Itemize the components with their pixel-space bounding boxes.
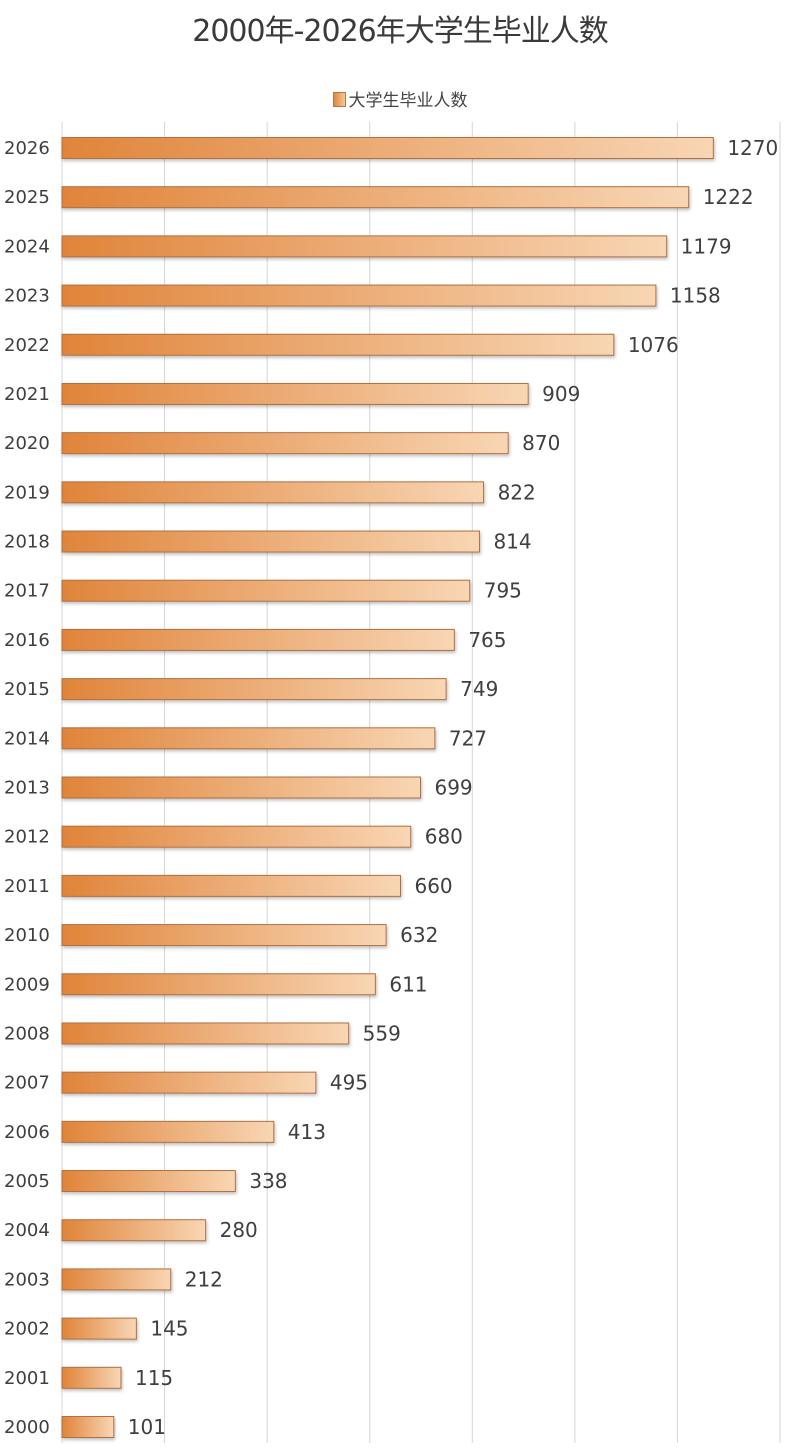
data-label: 632 <box>400 923 438 947</box>
y-tick-label: 2018 <box>4 532 50 553</box>
data-label: 699 <box>434 776 472 800</box>
legend: 大学生毕业人数 <box>0 86 800 111</box>
bar-2020 <box>61 432 509 455</box>
data-label: 1222 <box>703 185 754 209</box>
bar-2012 <box>61 825 412 848</box>
bar-2019 <box>61 481 485 504</box>
bar-2026 <box>61 137 714 159</box>
y-tick-label: 2009 <box>4 974 50 995</box>
bar-2013 <box>61 776 421 799</box>
data-label: 1270 <box>727 136 778 160</box>
data-label: 145 <box>150 1317 188 1341</box>
chart-title: 2000年-2026年大学生毕业人数 <box>192 14 609 49</box>
data-label: 680 <box>425 825 463 849</box>
y-tick-label: 2015 <box>4 679 50 700</box>
y-tick-label: 2016 <box>4 630 50 651</box>
y-tick-label: 2026 <box>4 138 50 159</box>
data-label: 101 <box>128 1415 166 1439</box>
y-tick-label: 2012 <box>4 827 50 848</box>
y-tick-label: 2004 <box>4 1220 50 1241</box>
bar-2010 <box>61 924 387 947</box>
data-label: 749 <box>460 677 498 701</box>
bar-2016 <box>61 628 455 651</box>
y-tick-label: 2007 <box>4 1073 50 1094</box>
data-label: 1158 <box>670 284 721 308</box>
data-label: 795 <box>484 579 522 603</box>
y-tick-label: 2024 <box>4 236 50 257</box>
bar-2017 <box>61 579 471 602</box>
y-tick-label: 2000 <box>4 1417 50 1438</box>
data-label: 727 <box>449 726 487 750</box>
y-tick-label: 2023 <box>4 286 50 307</box>
y-tick-label: 2005 <box>4 1171 50 1192</box>
y-tick-label: 2008 <box>4 1023 50 1044</box>
y-tick-label: 2025 <box>4 187 50 208</box>
y-tick-label: 2002 <box>4 1319 50 1340</box>
data-label: 909 <box>542 382 580 406</box>
bar-2000 <box>61 1416 115 1438</box>
bar-2023 <box>61 284 657 307</box>
data-label: 280 <box>220 1218 258 1242</box>
bar-2007 <box>61 1071 317 1094</box>
data-label: 822 <box>498 480 536 504</box>
y-tick-label: 2011 <box>4 876 50 897</box>
y-tick-label: 2019 <box>4 482 50 503</box>
bar-2025 <box>61 186 690 209</box>
bar-2024 <box>61 235 668 258</box>
data-label: 765 <box>468 628 506 652</box>
bar-2009 <box>61 973 376 996</box>
data-label: 559 <box>363 1021 401 1045</box>
bar-2002 <box>61 1317 137 1340</box>
y-tick-label: 2017 <box>4 581 50 602</box>
y-tick-label: 2006 <box>4 1122 50 1143</box>
data-label: 338 <box>249 1169 287 1193</box>
y-tick-label: 2010 <box>4 925 50 946</box>
bar-2014 <box>61 727 436 750</box>
bar-2011 <box>61 874 401 897</box>
y-tick-label: 2003 <box>4 1269 50 1290</box>
data-label: 870 <box>522 431 560 455</box>
data-label: 814 <box>493 530 531 554</box>
y-tick-label: 2001 <box>4 1368 50 1389</box>
bar-2015 <box>61 678 447 701</box>
bar-2004 <box>61 1219 207 1242</box>
data-label: 611 <box>389 972 427 996</box>
bar-2001 <box>61 1366 122 1389</box>
bar-2003 <box>61 1268 172 1291</box>
legend-swatch <box>332 92 346 107</box>
y-tick-label: 2020 <box>4 433 50 454</box>
y-tick-label: 2021 <box>4 384 50 405</box>
legend-label: 大学生毕业人数 <box>348 91 468 111</box>
data-label: 1179 <box>681 234 732 258</box>
y-tick-label: 2013 <box>4 778 50 799</box>
bar-2005 <box>61 1170 236 1193</box>
bar-2022 <box>61 333 615 356</box>
data-label: 115 <box>135 1366 173 1390</box>
bar-2006 <box>61 1120 275 1143</box>
data-label: 212 <box>185 1267 223 1291</box>
data-label: 413 <box>288 1120 326 1144</box>
data-label: 495 <box>330 1071 368 1095</box>
bar-2008 <box>61 1022 350 1045</box>
data-label: 1076 <box>628 333 679 357</box>
bar-2018 <box>61 530 480 553</box>
y-tick-label: 2022 <box>4 335 50 356</box>
bar-2021 <box>61 382 529 405</box>
y-tick-label: 2014 <box>4 728 50 749</box>
data-label: 660 <box>414 874 452 898</box>
